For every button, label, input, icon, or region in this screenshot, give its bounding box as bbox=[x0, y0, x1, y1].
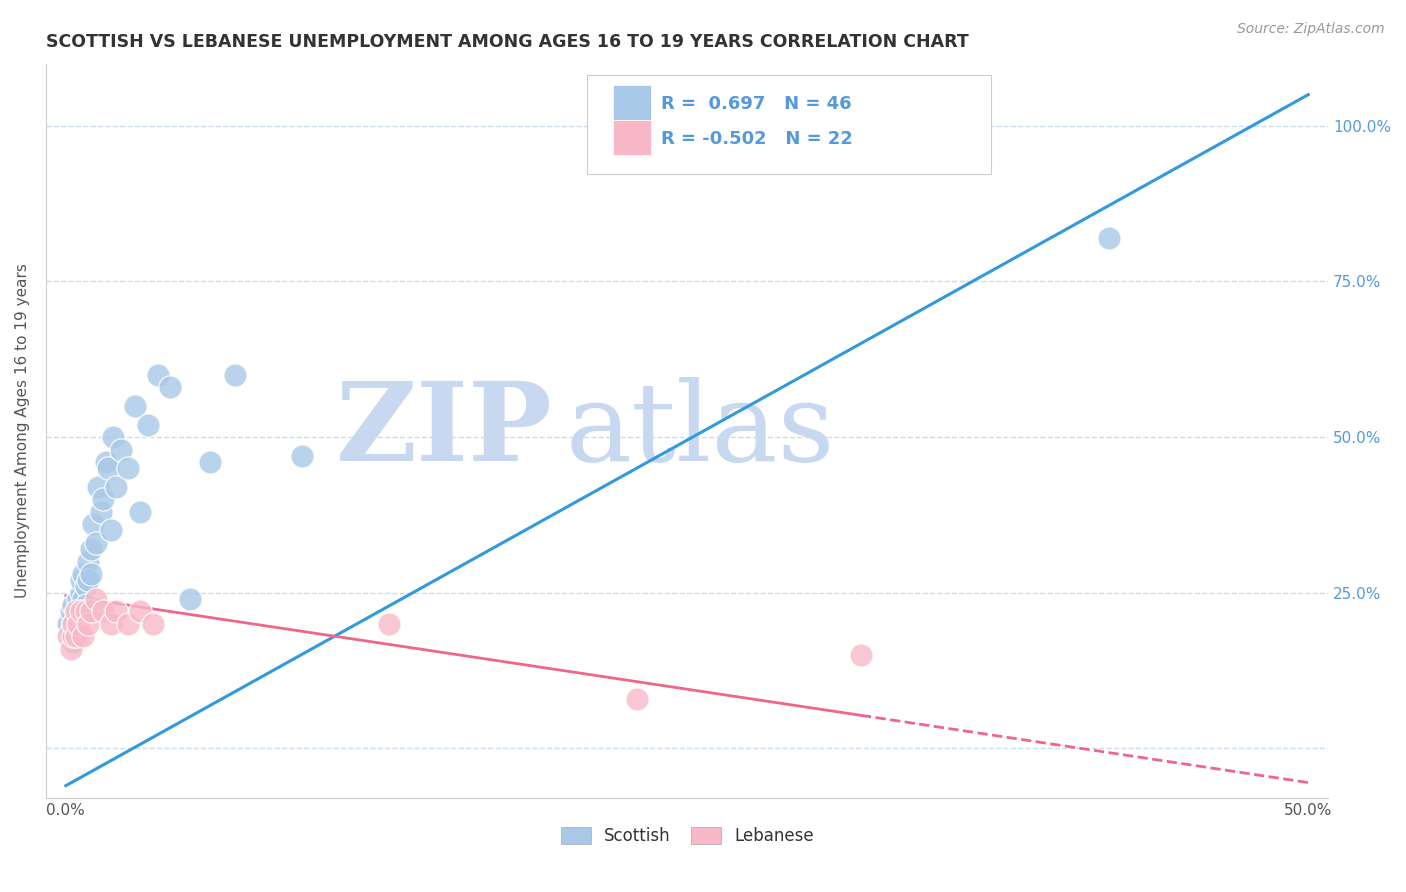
Point bbox=[65, 604, 87, 618]
Point bbox=[80, 604, 103, 618]
Point bbox=[62, 616, 84, 631]
Point bbox=[124, 399, 146, 413]
Y-axis label: Unemployment Among Ages 16 to 19 years: Unemployment Among Ages 16 to 19 years bbox=[15, 263, 30, 599]
Point bbox=[82, 517, 104, 532]
Point bbox=[75, 579, 97, 593]
Point bbox=[69, 604, 91, 618]
Point bbox=[136, 417, 159, 432]
Point bbox=[62, 616, 84, 631]
Point bbox=[91, 604, 114, 618]
Point bbox=[77, 573, 100, 587]
Point bbox=[72, 591, 94, 606]
Point bbox=[72, 567, 94, 582]
Point bbox=[59, 641, 82, 656]
Point bbox=[94, 455, 117, 469]
Point bbox=[65, 623, 87, 637]
Point bbox=[80, 567, 103, 582]
Point bbox=[77, 616, 100, 631]
Point bbox=[84, 591, 107, 606]
Point bbox=[101, 430, 124, 444]
Point bbox=[84, 536, 107, 550]
Point bbox=[100, 524, 122, 538]
Point bbox=[72, 629, 94, 643]
Point bbox=[69, 573, 91, 587]
Text: R = -0.502   N = 22: R = -0.502 N = 22 bbox=[661, 130, 853, 148]
Point bbox=[129, 604, 152, 618]
Point bbox=[224, 368, 246, 382]
Point bbox=[75, 604, 97, 618]
FancyBboxPatch shape bbox=[588, 75, 991, 174]
Text: SCOTTISH VS LEBANESE UNEMPLOYMENT AMONG AGES 16 TO 19 YEARS CORRELATION CHART: SCOTTISH VS LEBANESE UNEMPLOYMENT AMONG … bbox=[46, 33, 969, 51]
Point bbox=[775, 119, 797, 133]
Point bbox=[626, 691, 648, 706]
Point bbox=[69, 604, 91, 618]
Point bbox=[100, 616, 122, 631]
Point bbox=[58, 629, 80, 643]
Point bbox=[110, 442, 132, 457]
Point bbox=[65, 604, 87, 618]
Point bbox=[91, 492, 114, 507]
Point bbox=[117, 461, 139, 475]
Point bbox=[65, 629, 87, 643]
Point bbox=[58, 616, 80, 631]
Point bbox=[198, 455, 221, 469]
Point bbox=[378, 616, 401, 631]
Point bbox=[67, 616, 90, 631]
Point bbox=[129, 505, 152, 519]
Point bbox=[75, 598, 97, 612]
Text: R =  0.697   N = 46: R = 0.697 N = 46 bbox=[661, 95, 852, 113]
Bar bbox=[613, 85, 651, 120]
Bar bbox=[613, 120, 651, 155]
Point bbox=[80, 542, 103, 557]
Point bbox=[291, 449, 314, 463]
Point bbox=[1098, 231, 1121, 245]
Point bbox=[59, 629, 82, 643]
Point bbox=[62, 629, 84, 643]
Text: Source: ZipAtlas.com: Source: ZipAtlas.com bbox=[1237, 22, 1385, 37]
Legend: Scottish, Lebanese: Scottish, Lebanese bbox=[561, 827, 814, 845]
Point bbox=[90, 505, 112, 519]
Point bbox=[849, 648, 872, 662]
Point bbox=[87, 480, 110, 494]
Point bbox=[67, 604, 90, 618]
Point bbox=[62, 598, 84, 612]
Point bbox=[77, 555, 100, 569]
Point bbox=[67, 629, 90, 643]
Point bbox=[69, 585, 91, 599]
Point bbox=[97, 461, 120, 475]
Point bbox=[62, 635, 84, 649]
Point bbox=[59, 604, 82, 618]
Point bbox=[67, 591, 90, 606]
Point bbox=[179, 591, 201, 606]
Point bbox=[142, 616, 165, 631]
Text: atlas: atlas bbox=[565, 377, 835, 484]
Point bbox=[146, 368, 169, 382]
Point bbox=[104, 604, 127, 618]
Point bbox=[117, 616, 139, 631]
Text: ZIP: ZIP bbox=[336, 377, 553, 484]
Point bbox=[159, 380, 181, 394]
Point bbox=[104, 480, 127, 494]
Point bbox=[67, 616, 90, 631]
